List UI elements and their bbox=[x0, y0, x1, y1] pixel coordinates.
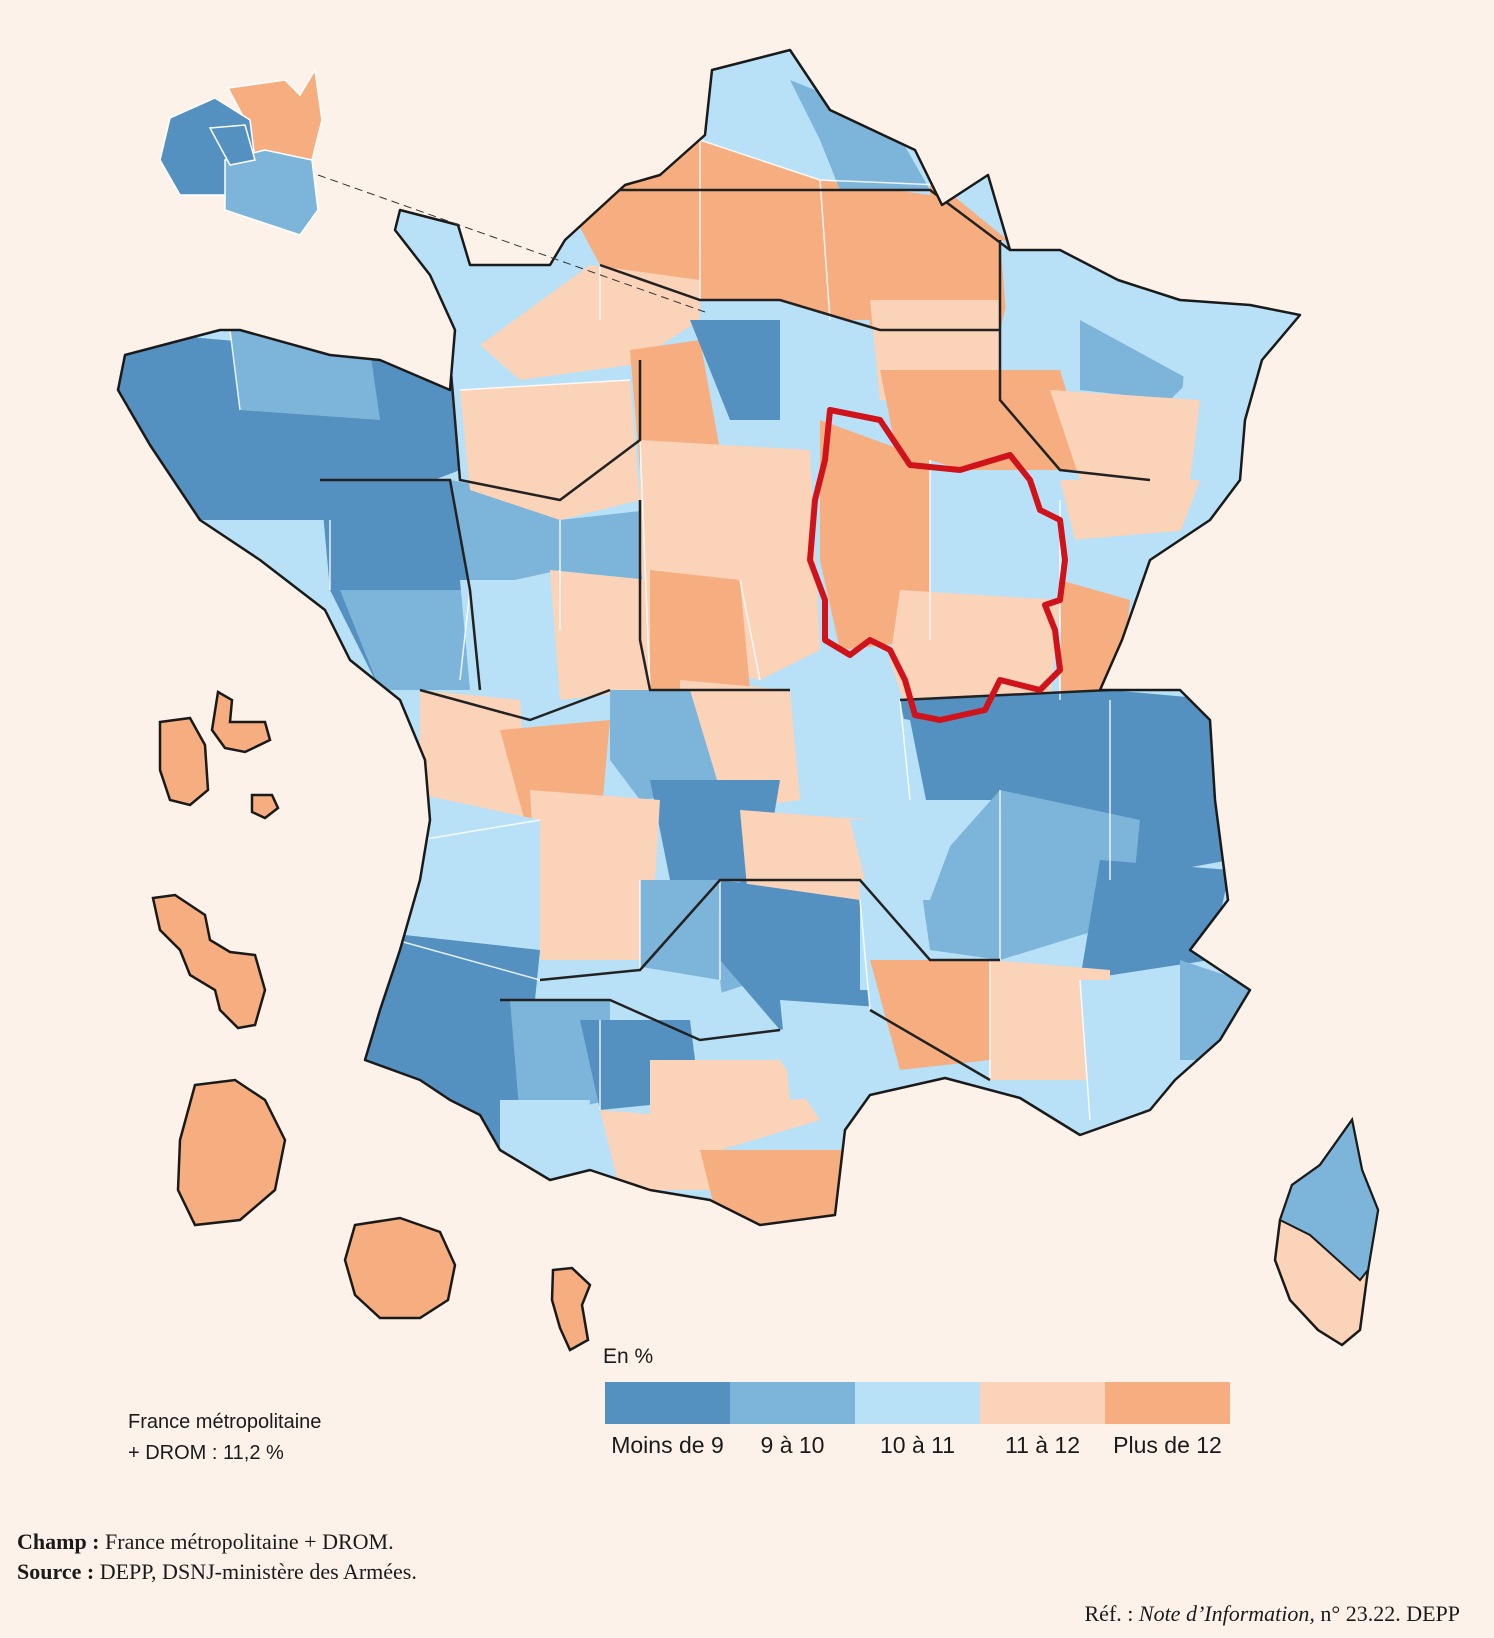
legend-labels: Moins de 9 9 à 10 10 à 11 11 à 12 Plus d… bbox=[605, 1432, 1230, 1459]
legend-title: En % bbox=[603, 1345, 654, 1368]
region-rhone-savoie bbox=[900, 690, 1230, 880]
ref-publication: Note d’Information, bbox=[1138, 1601, 1315, 1626]
legend-label: 9 à 10 bbox=[760, 1432, 825, 1458]
champ-note: Champ : France métropolitaine + DROM. bbox=[17, 1527, 417, 1557]
region-aveyron bbox=[720, 880, 870, 1030]
la-reunion bbox=[343, 1216, 457, 1320]
region-gard bbox=[870, 960, 1000, 1070]
region-orne-sarthe bbox=[460, 380, 640, 520]
highlight-region-outline bbox=[807, 407, 1068, 723]
region-vienne bbox=[550, 570, 650, 700]
ref-prefix: Réf. : bbox=[1084, 1601, 1139, 1626]
region-ile-de-france bbox=[690, 320, 790, 420]
source-text: DEPP, DSNJ-ministère des Armées. bbox=[94, 1559, 417, 1584]
champ-label: Champ : bbox=[17, 1529, 100, 1554]
legend-swatch-moins-de-9 bbox=[605, 1382, 730, 1424]
region-seine-et-marne bbox=[780, 320, 870, 440]
legend-bar bbox=[605, 1382, 1230, 1424]
legend-label: Moins de 9 bbox=[611, 1432, 724, 1458]
region-alpes-maritimes bbox=[1180, 960, 1270, 1060]
region-haute-vienne bbox=[610, 690, 720, 800]
region-ariege bbox=[600, 1110, 720, 1190]
region-saone-et-loire bbox=[890, 590, 1060, 720]
region-cote-d-or bbox=[930, 460, 1060, 620]
legend-swatch-9-a-10 bbox=[730, 1382, 855, 1424]
region-vendee bbox=[340, 590, 480, 690]
national-line-1: France métropolitaine bbox=[128, 1411, 322, 1433]
inset-paris bbox=[208, 124, 256, 166]
marie-galante bbox=[250, 793, 280, 820]
paris-inset bbox=[159, 67, 706, 313]
region-indre bbox=[650, 570, 750, 690]
region-tarn-et-garonne bbox=[600, 960, 730, 1070]
ref-suffix: n° 23.22. DEPP bbox=[1314, 1601, 1460, 1626]
region-cotes-armor bbox=[230, 330, 380, 420]
corsica-north bbox=[1278, 1117, 1380, 1282]
mayotte bbox=[550, 1266, 592, 1352]
region-pyrenees-orientales bbox=[700, 1150, 850, 1225]
region-vosges bbox=[1050, 390, 1200, 480]
martinique bbox=[151, 893, 267, 1030]
source-note: Source : DEPP, DSNJ-ministère des Armées… bbox=[17, 1557, 417, 1587]
national-average: France métropolitaine + DROM : 11,2 % bbox=[128, 1407, 321, 1469]
source-label: Source : bbox=[17, 1559, 95, 1584]
national-line-2: + DROM : 11,2 % bbox=[128, 1442, 284, 1464]
guyane bbox=[176, 1078, 287, 1227]
region-deux-sevres bbox=[460, 580, 580, 720]
guadeloupe-grande-terre bbox=[210, 690, 272, 754]
region-dordogne bbox=[530, 790, 660, 960]
legend-label: 10 à 11 bbox=[879, 1432, 956, 1458]
region-isere-drome bbox=[920, 790, 1140, 960]
reference: Réf. : Note d’Information, n° 23.22. DEP… bbox=[1085, 1601, 1461, 1627]
drom-territories bbox=[151, 690, 592, 1352]
region-herault bbox=[780, 1000, 920, 1100]
legend-swatch-10-a-11 bbox=[855, 1382, 980, 1424]
inset-val-de-marne bbox=[224, 149, 319, 236]
inset-leader-line bbox=[317, 174, 706, 313]
france-outline bbox=[116, 48, 1302, 1227]
legend-label: Plus de 12 bbox=[1113, 1432, 1222, 1458]
legend-swatch-plus-de-12 bbox=[1105, 1382, 1230, 1424]
champ-text: France métropolitaine + DROM. bbox=[99, 1529, 394, 1554]
region-nord-east bbox=[790, 80, 930, 190]
source-notes: Champ : France métropolitaine + DROM. So… bbox=[17, 1527, 417, 1587]
region-boundaries bbox=[320, 188, 1151, 1082]
legend-label: 11 à 12 bbox=[1004, 1432, 1081, 1458]
region-eure-et-loir bbox=[630, 340, 720, 470]
region-jura bbox=[1060, 580, 1130, 700]
legend-swatch-11-a-12 bbox=[980, 1382, 1105, 1424]
guadeloupe-basse-terre bbox=[158, 716, 210, 807]
region-meurthe-moselle bbox=[1080, 320, 1190, 400]
region-allier-loire bbox=[790, 700, 930, 840]
